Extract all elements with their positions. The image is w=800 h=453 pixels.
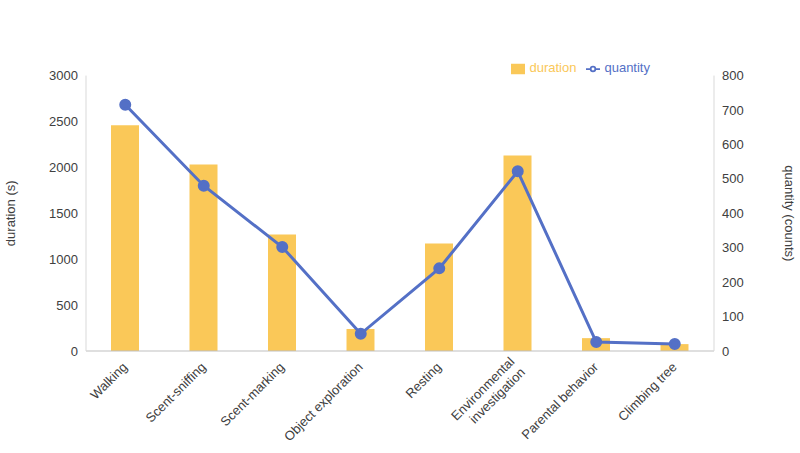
svg-text:300: 300: [722, 240, 744, 255]
svg-text:400: 400: [722, 206, 744, 221]
svg-text:Walking: Walking: [87, 359, 130, 402]
html-text:quantity: quantity: [604, 60, 650, 75]
html-text:duration: duration: [529, 60, 577, 75]
svg-text:800: 800: [722, 68, 744, 83]
svg-text:2500: 2500: [49, 114, 78, 129]
svg-text:500: 500: [722, 171, 744, 186]
svg-text:Scent-marking: Scent-marking: [217, 359, 287, 429]
svg-text:200: 200: [722, 275, 744, 290]
svg-text:1000: 1000: [49, 252, 78, 267]
svg-text:2000: 2000: [49, 160, 78, 175]
svg-text:Resting: Resting: [402, 359, 444, 401]
svg-text:700: 700: [722, 103, 744, 118]
svg-text:Parental behavior: Parental behavior: [519, 359, 602, 442]
svg-text:0: 0: [71, 344, 78, 359]
svg-text:0: 0: [722, 344, 729, 359]
svg-text:quantity (counts): quantity (counts): [782, 165, 797, 261]
svg-text:3000: 3000: [49, 68, 78, 83]
svg-text:Environmentalinvestigation: Environmentalinvestigation: [448, 354, 528, 434]
svg-text:600: 600: [722, 137, 744, 152]
svg-text:Climbing tree: Climbing tree: [615, 359, 680, 424]
svg-text:1500: 1500: [49, 206, 78, 221]
svg-text:500: 500: [56, 298, 78, 313]
svg-text:Object exploration: Object exploration: [281, 359, 366, 444]
svg-text:Scent-sniffing: Scent-sniffing: [143, 359, 209, 425]
svg-text:duration (s): duration (s): [3, 180, 18, 246]
svg-text:100: 100: [722, 309, 744, 324]
